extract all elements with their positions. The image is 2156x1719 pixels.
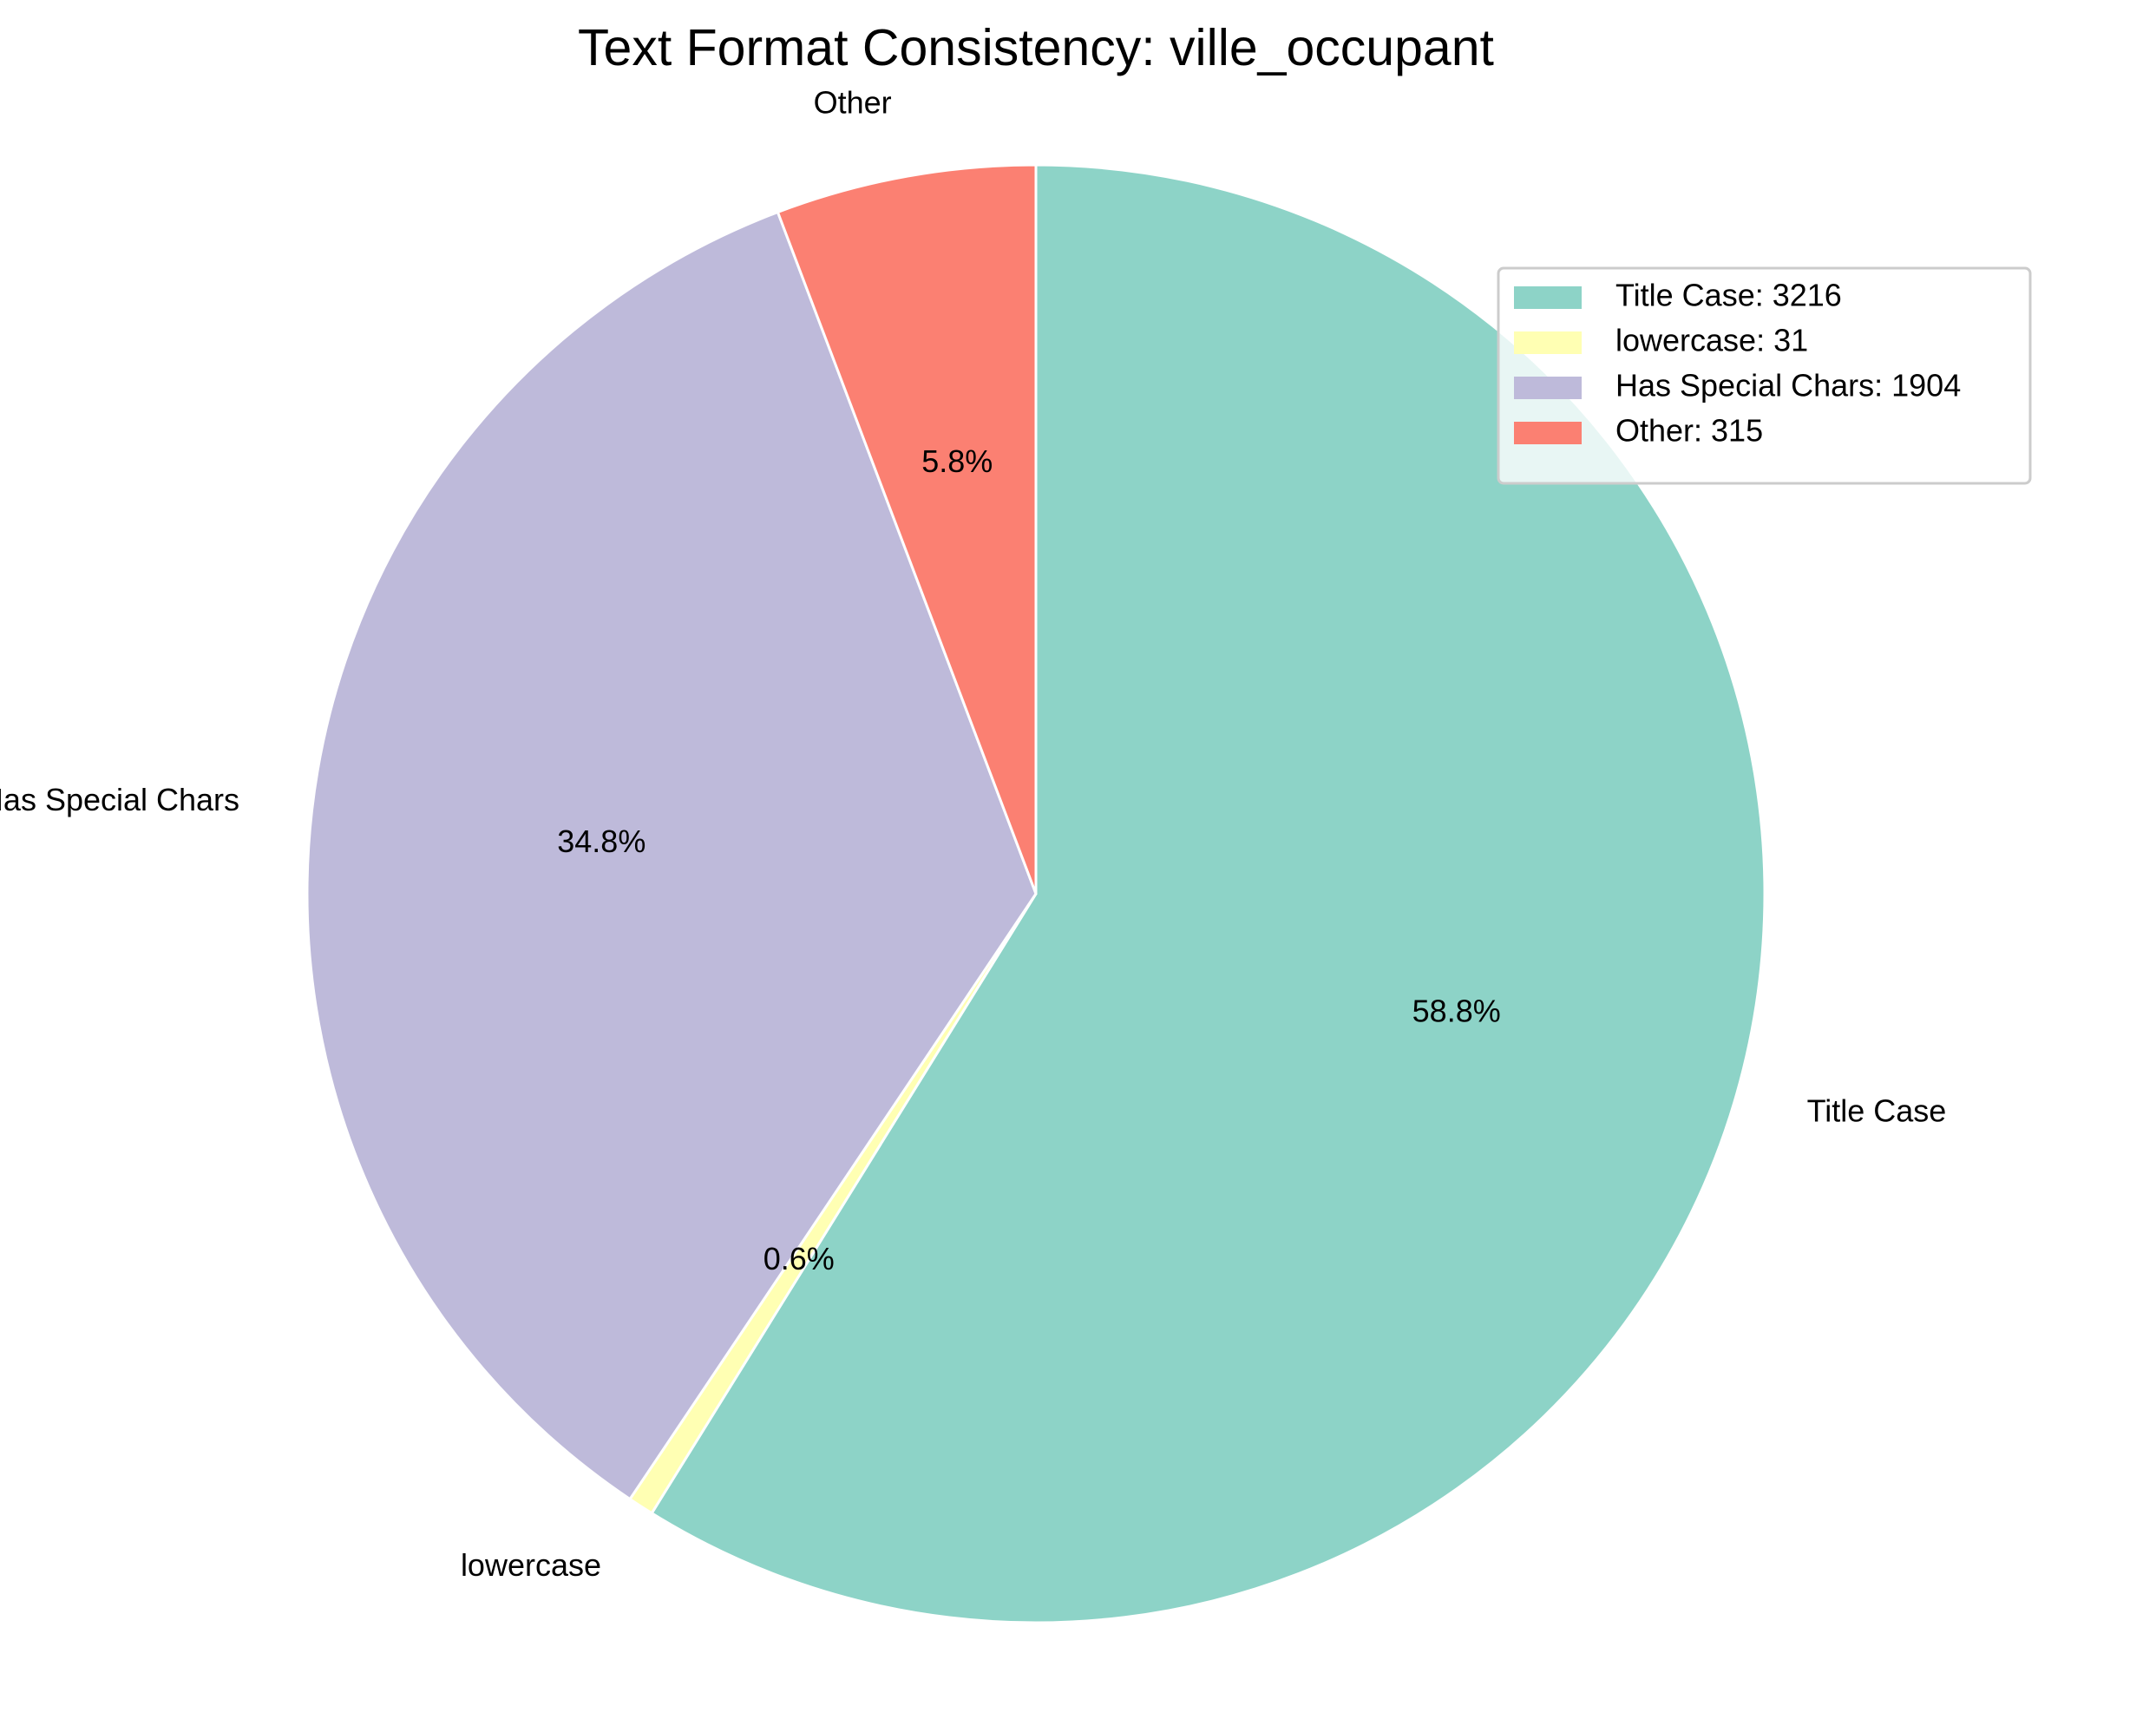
legend-swatch-has-special-chars (1514, 377, 1582, 399)
slice-label-lowercase: lowercase (461, 1547, 601, 1583)
legend-label-other: Other: 315 (1615, 413, 1763, 449)
pie-slice-other (776, 163, 1038, 895)
legend-label-title-case: Title Case: 3216 (1615, 278, 1842, 313)
percent-label-has-special-chars: 34.8% (557, 823, 645, 859)
pie-slice-title-case (650, 163, 1766, 1624)
pie-slice-has-special-chars (305, 210, 1038, 1501)
slice-label-title-case: Title Case (1807, 1093, 1947, 1129)
legend-swatch-title-case (1514, 286, 1582, 309)
percent-labels: 58.8% 0.6% 34.8% 5.8% (557, 443, 1500, 1276)
legend-label-has-special-chars: Has Special Chars: 1904 (1615, 368, 1961, 404)
legend-frame (1497, 266, 2032, 485)
chart-title: Text Format Consistency: ville_occupant (578, 19, 1494, 76)
percent-label-lowercase: 0.6% (763, 1241, 835, 1276)
legend: Title Case: 3216 lowercase: 31 Has Special… (1497, 266, 2032, 485)
slice-labels: Title Case lowercase Has Special Chars Othe… (0, 85, 1946, 1583)
legend-swatch-lowercase (1514, 331, 1582, 354)
pie-slices (305, 163, 1766, 1624)
slice-label-has-special-chars: Has Special Chars (0, 782, 239, 817)
legend-swatch-other (1514, 422, 1582, 444)
legend-label-lowercase: lowercase: 31 (1615, 323, 1808, 358)
percent-label-other: 5.8% (921, 443, 993, 479)
slice-label-other: Other (814, 85, 892, 121)
percent-label-title-case: 58.8% (1412, 994, 1501, 1029)
